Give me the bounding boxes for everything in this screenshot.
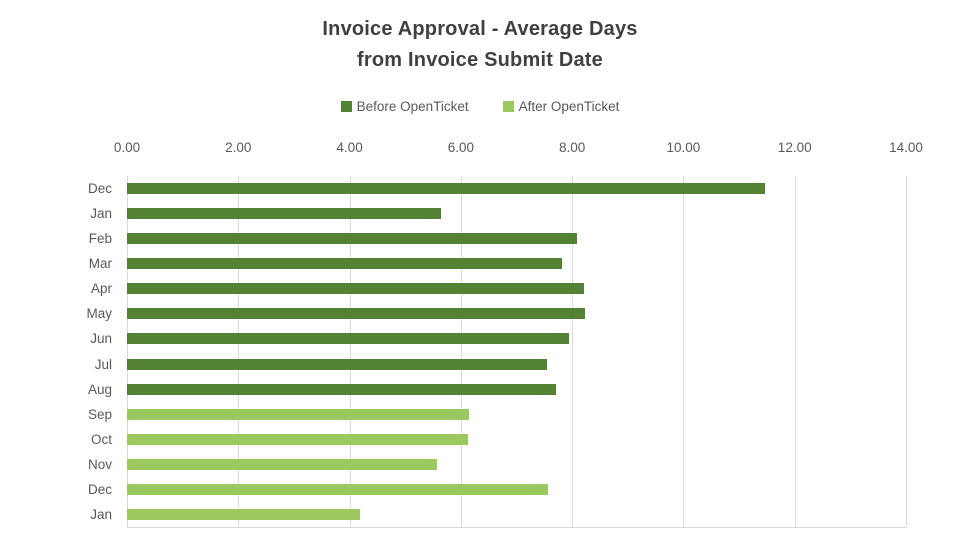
gridline [683,176,685,527]
legend-swatch-icon [340,101,352,112]
y-axis-category-label: Mar [88,256,112,272]
y-axis-category-label: Jul [94,356,112,372]
legend-item-2: After OpenTicket [502,99,620,114]
chart-title: Invoice Approval - Average Days from Inv… [0,14,960,76]
bar-sep-9 [127,408,470,420]
bar-jan-1 [127,208,441,220]
gridline [906,176,907,527]
gridline [238,176,240,527]
y-axis-category-label: Apr [90,281,112,297]
chart-title-line-1: Invoice Approval - Average Days [322,18,638,40]
bar-aug-8 [127,383,556,395]
x-axis-tick-label: 0.00 [113,140,141,155]
gridline [460,176,462,527]
y-axis-category-label: Jan [90,506,112,522]
x-axis-line [127,527,906,528]
y-axis-category-label: Dec [87,181,112,196]
y-axis-category-label: Feb [88,231,112,247]
bar-jun-6 [127,333,569,345]
chart-title-line-2: from Invoice Submit Date [357,49,603,71]
legend-label: After OpenTicket [518,99,620,114]
gridline [349,176,351,527]
bar-nov-11 [127,458,437,470]
bar-jan-13 [127,508,361,520]
y-axis-category-label: Jan [90,206,112,222]
bar-mar-3 [127,258,563,270]
legend-swatch-icon [502,101,514,112]
y-axis-category-label: Jun [90,331,112,347]
legend-item-1: Before OpenTicket [340,99,469,114]
gridline [794,176,796,527]
bar-oct-10 [127,433,469,445]
y-axis-category-label: Oct [90,431,112,447]
gridline [572,176,574,527]
x-axis-tick-label: 14.00 [889,140,923,155]
y-axis-category-label: Sep [87,406,112,422]
gridline [127,176,128,527]
x-axis-tick-label: 10.00 [666,140,701,155]
y-axis-category-label: Nov [87,456,112,472]
x-axis-tick-label: 8.00 [559,140,586,155]
y-axis-category-label: May [86,306,112,322]
chart-legend: Before OpenTicket After OpenTicket [0,99,960,114]
legend-label: Before OpenTicket [356,99,469,114]
y-axis-category-label: Aug [87,381,112,397]
x-axis-tick-label: 2.00 [225,140,252,155]
bar-jul-7 [127,358,547,370]
x-axis-tick-label: 6.00 [447,140,474,155]
bar-dec-0 [127,183,766,195]
y-axis-category-label: Dec [87,481,112,497]
bar-apr-4 [127,283,584,295]
x-axis-tick-label: 12.00 [777,140,812,155]
x-axis-tick-label: 4.00 [336,140,363,155]
bar-dec-12 [127,483,548,495]
bar-feb-2 [127,233,578,245]
bar-may-5 [127,308,586,320]
